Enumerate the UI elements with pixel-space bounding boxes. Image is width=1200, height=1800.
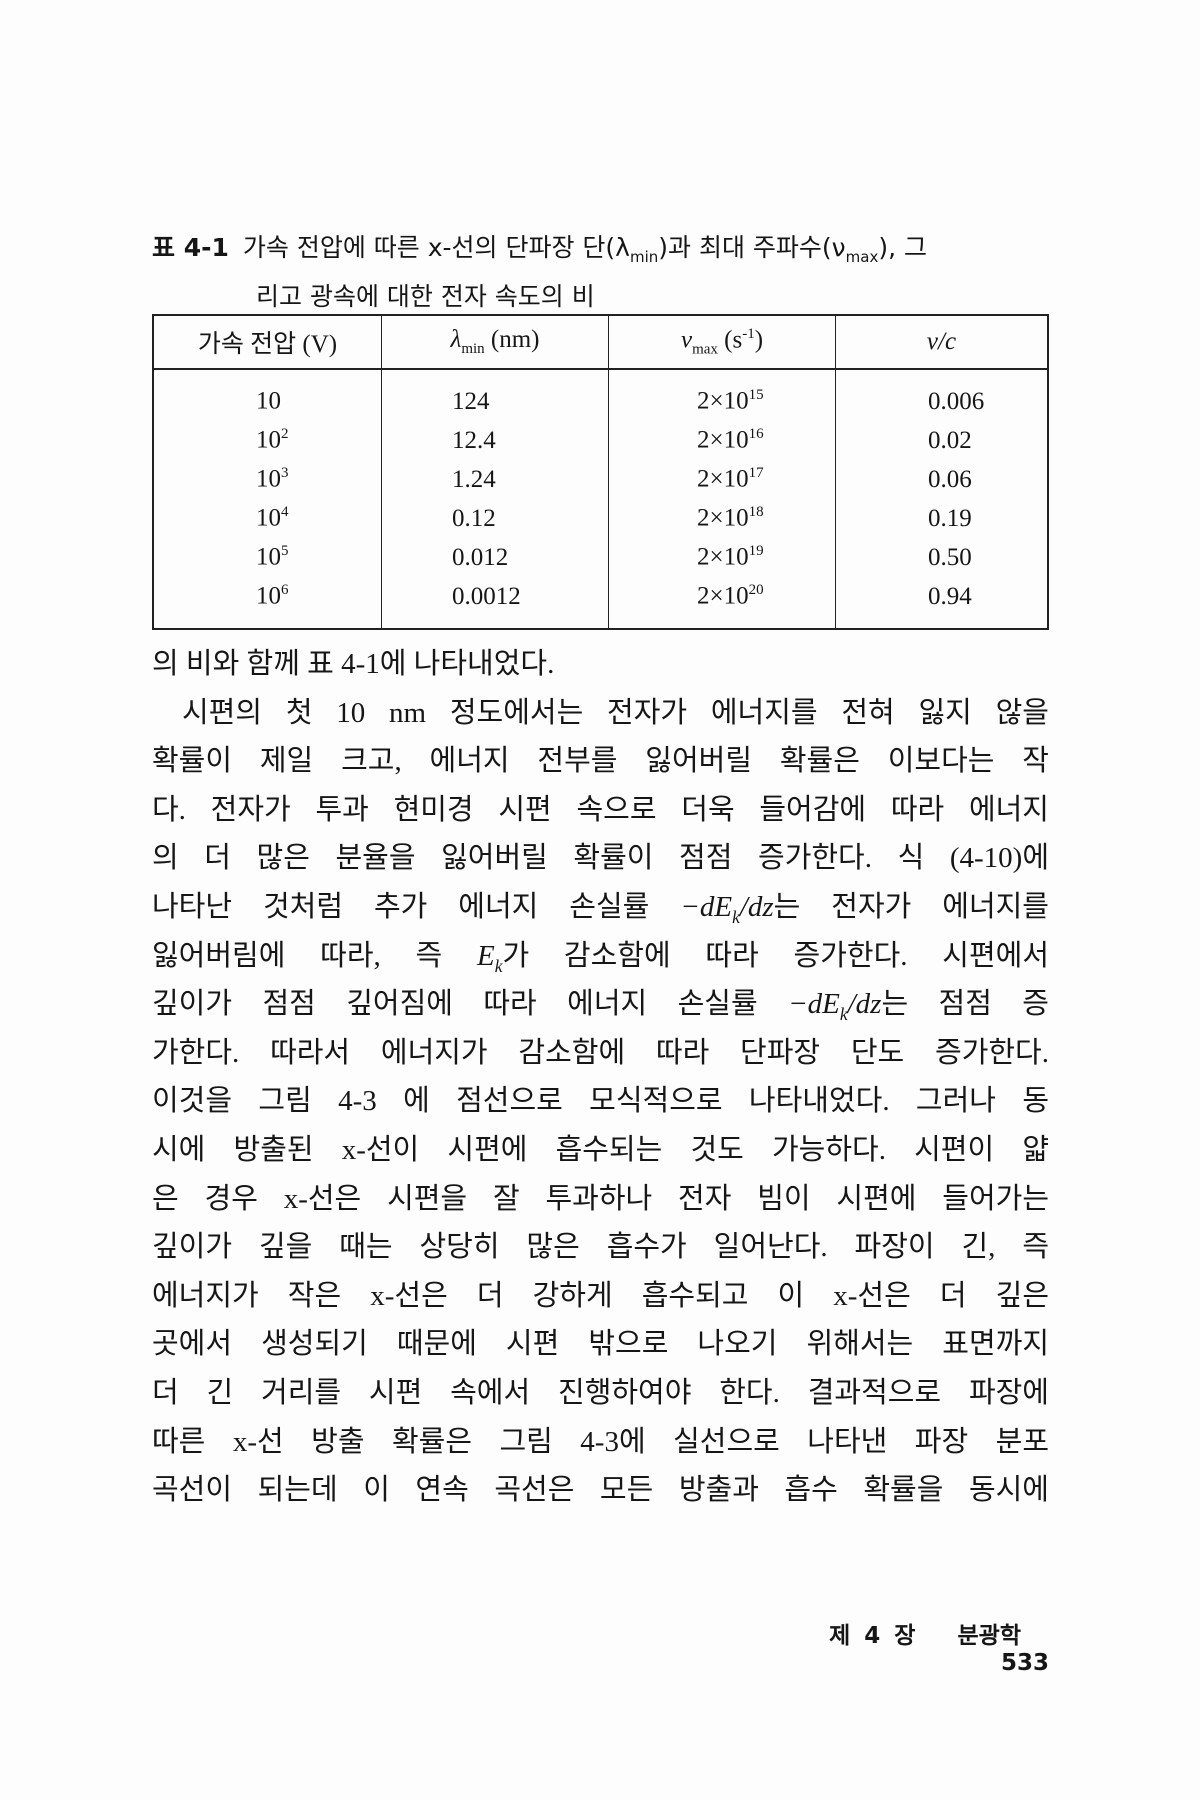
text-line: 시편의 첫 10 nm 정도에서는 전자가 에너지를 전혀 잃지 않을	[182, 696, 1049, 729]
cell-nu-max: 2×1017	[608, 460, 836, 499]
table-label: 표 4-1	[152, 233, 229, 262]
text-line: 가한다. 따라서 에너지가 감소함에 따라 단파장 단도 증가한다.	[152, 1036, 1049, 1069]
cell-voltage: 106	[256, 582, 289, 610]
text-line: 따른 x-선 방출 확률은 그림 4-3에 실선으로 나타낸 파장 분포	[152, 1425, 1049, 1458]
cell-lambda-min: 0.0012	[381, 577, 609, 629]
text-line: 의 비와 함께 표 4-1에 나타내었다.	[152, 648, 555, 680]
cell-v-over-c: 0.50	[835, 538, 1048, 577]
page-footer: 제 4 장 분광학 533	[800, 1616, 1049, 1676]
text-line: 나타난 것처럼 추가 에너지 손실률 −dEk/dz는 전자가 에너지를	[152, 890, 1049, 927]
cell-v-over-c: 0.02	[835, 421, 1048, 460]
text-line: 은 경우 x-선은 시편을 잘 투과하나 전자 빔이 시편에 들어가는	[152, 1182, 1049, 1215]
cell-nu-max: 2×1018	[608, 499, 836, 538]
chapter-title: 분광학	[957, 1623, 1021, 1649]
text-line: 이것을 그림 4-3 에 점선으로 모식적으로 나타내었다. 그러나 동	[152, 1085, 1049, 1118]
cell-lambda-min: 0.12	[381, 499, 609, 538]
text-line: 잃어버림에 따라, 즉 Ek가 감소함에 따라 증가한다. 시편에서	[152, 939, 1049, 976]
cell-lambda-min: 0.012	[381, 538, 609, 577]
cell-v-over-c: 0.19	[835, 499, 1048, 538]
header-nu-max: νmax (s-1)	[608, 315, 836, 370]
text-line: 의 더 많은 분율을 잃어버릴 확률이 점점 증가한다. 식 (4-10)에	[152, 842, 1049, 875]
header-voltage: 가속 전압 (V)	[153, 315, 382, 370]
chapter-label: 제 4 장	[829, 1623, 916, 1649]
text-line: 곡선이 되는데 이 연속 곡선은 모든 방출과 흡수 확률을 동시에	[152, 1474, 1049, 1507]
table-row: 103 1.24 2×1017 0.06	[153, 460, 1048, 499]
cell-nu-max: 2×1015	[608, 369, 836, 421]
header-v-over-c: v/c	[835, 315, 1048, 370]
cell-lambda-min: 12.4	[381, 421, 609, 460]
cell-v-over-c: 0.006	[835, 369, 1048, 421]
text-line: 다. 전자가 투과 현미경 시편 속으로 더욱 들어감에 따라 에너지	[152, 793, 1049, 826]
header-lambda-min: λmin (nm)	[381, 315, 609, 370]
text-line: 깊이가 깊을 때는 상당히 많은 흡수가 일어난다. 파장이 긴, 즉	[152, 1231, 1049, 1264]
text-line: 깊이가 점점 깊어짐에 따라 에너지 손실률 −dEk/dz는 점점 증	[152, 988, 1049, 1024]
cell-voltage: 103	[256, 465, 289, 493]
cell-voltage: 104	[256, 504, 289, 532]
data-table: 가속 전압 (V) λmin (nm) νmax (s-1) v/c 10 124…	[152, 314, 1049, 630]
text-line: 시에 방출된 x-선이 시편에 흡수되는 것도 가능하다. 시편이 얇	[152, 1133, 1049, 1166]
cell-voltage: 102	[256, 426, 289, 454]
table-row: 104 0.12 2×1018 0.19	[153, 499, 1048, 538]
text-line: 확률이 제일 크고, 에너지 전부를 잃어버릴 확률은 이보다는 작	[152, 745, 1049, 778]
cell-nu-max: 2×1019	[608, 538, 836, 577]
cell-lambda-min: 124	[381, 369, 609, 421]
table-caption: 표 4-1 가속 전압에 따른 x-선의 단파장 단(λmin)과 최대 주파수(…	[152, 233, 927, 311]
table-row: 105 0.012 2×1019 0.50	[153, 538, 1048, 577]
cell-v-over-c: 0.94	[835, 577, 1048, 629]
table-row: 102 12.4 2×1016 0.02	[153, 421, 1048, 460]
table-row: 10 124 2×1015 0.006	[153, 369, 1048, 421]
cell-lambda-min: 1.24	[381, 460, 609, 499]
body-text: 의 비와 함께 표 4-1에 나타내었다. 시편의 첫 10 nm 정도에서는 전…	[152, 640, 1049, 1515]
text-line: 에너지가 작은 x-선은 더 강하게 흡수되고 이 x-선은 더 깊은	[152, 1279, 1049, 1312]
cell-voltage: 10	[256, 387, 281, 415]
cell-v-over-c: 0.06	[835, 460, 1048, 499]
cell-nu-max: 2×1020	[608, 577, 836, 629]
text-line: 더 긴 거리를 시편 속에서 진행하여야 한다. 결과적으로 파장에	[152, 1376, 1049, 1409]
cell-nu-max: 2×1016	[608, 421, 836, 460]
table-row: 106 0.0012 2×1020 0.94	[153, 577, 1048, 629]
cell-voltage: 105	[256, 543, 289, 571]
page-number: 533	[1000, 1650, 1049, 1676]
text-line: 곳에서 생성되기 때문에 시편 밖으로 나오기 위해서는 표면까지	[152, 1328, 1049, 1361]
